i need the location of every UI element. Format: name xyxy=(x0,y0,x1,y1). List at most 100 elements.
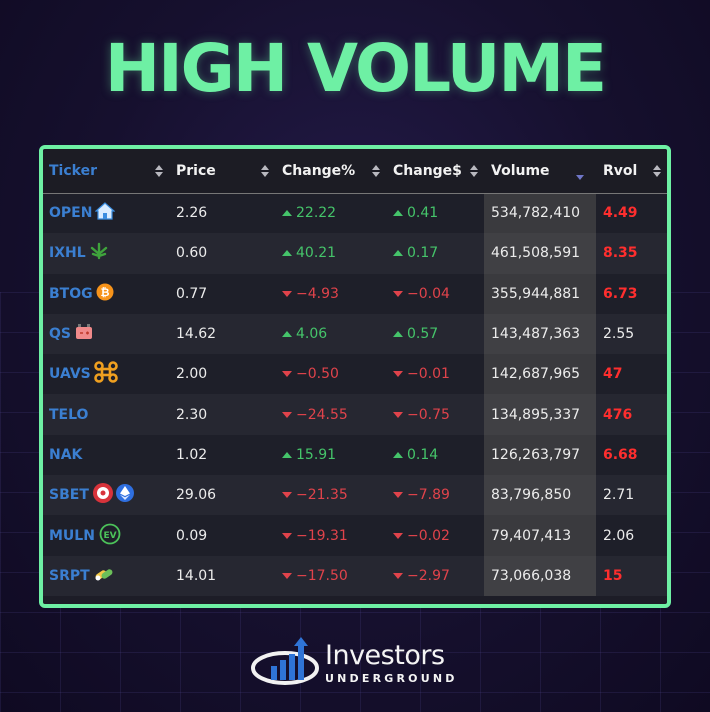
column-header-rvol[interactable]: Rvol xyxy=(596,149,667,194)
change-usd-value: −2.97 xyxy=(407,567,450,584)
ticker-cell[interactable]: IXHL xyxy=(43,233,169,273)
ticker-symbol[interactable]: SRPT xyxy=(49,567,90,584)
volume-value: 534,782,410 xyxy=(491,205,581,222)
triangle-up-icon xyxy=(393,250,403,257)
table-row[interactable]: BTOG ₿ 0.77 −4.93 −0.04 355,944,881 6.73 xyxy=(43,273,667,314)
column-header-volume[interactable]: Volume xyxy=(484,149,596,194)
ticker-cell[interactable]: TELO xyxy=(43,394,169,434)
change-pct-cell: −4.93 xyxy=(275,274,386,314)
ticker-symbol[interactable]: NAK xyxy=(49,446,83,463)
ticker-symbol[interactable]: OPEN xyxy=(49,205,93,222)
column-header-volume-label: Volume xyxy=(491,162,550,179)
rvol-cell: 2.71 xyxy=(596,475,667,515)
table-row[interactable]: QS 14.62 4.06 0.57 143,487,363 2.55 xyxy=(43,313,667,355)
volume-cell: 534,782,410 xyxy=(484,193,596,234)
rvol-cell: 6.73 xyxy=(596,274,667,314)
column-header-change-usd[interactable]: Change$ xyxy=(386,149,484,194)
change-pct-value: −17.50 xyxy=(296,567,348,584)
price-cell: 14.01 xyxy=(169,556,275,596)
triangle-up-icon xyxy=(282,451,292,458)
price-value: 1.02 xyxy=(176,446,208,463)
ticker-cell[interactable]: OPEN xyxy=(43,193,169,233)
rvol-cell: 6.68 xyxy=(596,435,667,475)
change-pct-cell: 40.21 xyxy=(275,233,386,273)
rvol-value: 4.49 xyxy=(603,205,638,222)
change-pct-value: 15.91 xyxy=(296,446,337,463)
ticker-symbol[interactable]: MULN xyxy=(49,527,95,544)
price-value: 14.01 xyxy=(176,567,217,584)
table-row[interactable]: MULN EV 0.09 −19.31 −0.02 79,407,413 2.06 xyxy=(43,515,667,556)
ticker-symbol[interactable]: SBET xyxy=(49,487,89,504)
ticker-symbol[interactable]: TELO xyxy=(49,406,89,423)
triangle-down-icon xyxy=(393,492,403,499)
rvol-value: 2.06 xyxy=(603,527,635,544)
ev-icon: EV xyxy=(98,523,122,549)
table-row[interactable]: IXHL 0.60 40.21 0.17 461,508,591 8.35 xyxy=(43,233,667,274)
change-pct-value: 40.21 xyxy=(296,245,337,262)
rvol-value: 8.35 xyxy=(603,245,638,262)
logo-sub-text: UNDERGROUND xyxy=(325,672,458,685)
change-usd-cell: −0.04 xyxy=(386,274,484,314)
table-row[interactable]: TELO 2.30 −24.55 −0.75 134,895,337 476 xyxy=(43,394,667,435)
roulette-ethereum-icon xyxy=(92,482,136,508)
triangle-down-icon xyxy=(282,572,292,579)
ticker-symbol[interactable]: QS xyxy=(49,326,71,343)
price-value: 2.30 xyxy=(176,406,208,423)
volume-cell: 126,263,797 xyxy=(484,434,596,476)
change-usd-value: 0.41 xyxy=(407,205,439,222)
volume-cell: 73,066,038 xyxy=(484,555,596,596)
price-cell: 2.00 xyxy=(169,354,275,394)
ticker-symbol[interactable]: UAVS xyxy=(49,366,91,383)
sort-icon[interactable] xyxy=(653,164,661,177)
change-usd-value: −0.01 xyxy=(407,366,450,383)
sort-descending-icon[interactable] xyxy=(576,175,584,181)
rvol-cell: 476 xyxy=(596,394,667,434)
table-body: OPEN 2.26 22.22 0.41 534,782,410 4.49 IXHL 0.60… xyxy=(43,193,667,596)
rvol-cell: 4.49 xyxy=(596,193,667,233)
price-cell: 0.09 xyxy=(169,515,275,555)
change-usd-value: 0.14 xyxy=(407,446,439,463)
volume-value: 126,263,797 xyxy=(491,446,581,463)
sort-icon[interactable] xyxy=(261,164,269,177)
sort-icon[interactable] xyxy=(470,164,478,177)
ticker-cell[interactable]: MULN EV xyxy=(43,515,169,555)
ticker-cell[interactable]: SBET xyxy=(43,475,169,515)
rvol-value: 2.71 xyxy=(603,487,635,504)
change-usd-cell: −0.02 xyxy=(386,515,484,555)
logo-main-text: Investors xyxy=(325,640,445,671)
column-header-change-pct[interactable]: Change% xyxy=(275,149,386,194)
price-cell: 14.62 xyxy=(169,314,275,354)
ticker-cell[interactable]: NAK xyxy=(43,435,169,475)
price-cell: 0.77 xyxy=(169,274,275,314)
sort-icon[interactable] xyxy=(155,164,163,177)
volume-cell: 79,407,413 xyxy=(484,515,596,556)
change-pct-cell: −19.31 xyxy=(275,515,386,555)
ticker-cell[interactable]: SRPT xyxy=(43,556,169,596)
ticker-cell[interactable]: QS xyxy=(43,314,169,354)
table-row[interactable]: SRPT 14.01 −17.50 −2.97 73,066,038 15 xyxy=(43,555,667,596)
ticker-cell[interactable]: BTOG ₿ xyxy=(43,274,169,314)
ticker-cell[interactable]: UAVS xyxy=(43,354,169,394)
table-row[interactable]: OPEN 2.26 22.22 0.41 534,782,410 4.49 xyxy=(43,193,667,234)
change-pct-value: 22.22 xyxy=(296,205,337,222)
volume-value: 83,796,850 xyxy=(491,487,572,504)
column-header-change-pct-label: Change% xyxy=(282,162,356,179)
ticker-symbol[interactable]: IXHL xyxy=(49,245,86,262)
rvol-value: 2.55 xyxy=(603,326,635,343)
svg-text:EV: EV xyxy=(103,531,116,541)
rvol-cell: 2.55 xyxy=(596,314,667,354)
bitcoin-icon: ₿ xyxy=(96,283,114,305)
change-usd-value: −0.04 xyxy=(407,285,450,302)
volume-value: 461,508,591 xyxy=(491,245,581,262)
battery-icon xyxy=(74,323,94,345)
table-row[interactable]: SBET 29.06 −21.35 −7.89 83,796,850 2.71 xyxy=(43,475,667,516)
column-header-ticker[interactable]: Ticker xyxy=(43,149,169,194)
sort-icon[interactable] xyxy=(372,164,380,177)
table-row[interactable]: UAVS 2.00 −0.50 −0.01 142,687,965 47 xyxy=(43,354,667,395)
volume-cell: 461,508,591 xyxy=(484,233,596,274)
table-row[interactable]: NAK 1.02 15.91 0.14 126,263,797 6.68 xyxy=(43,434,667,476)
triangle-down-icon xyxy=(282,492,292,499)
price-value: 0.09 xyxy=(176,527,208,544)
column-header-price[interactable]: Price xyxy=(169,149,275,194)
ticker-symbol[interactable]: BTOG xyxy=(49,285,93,302)
